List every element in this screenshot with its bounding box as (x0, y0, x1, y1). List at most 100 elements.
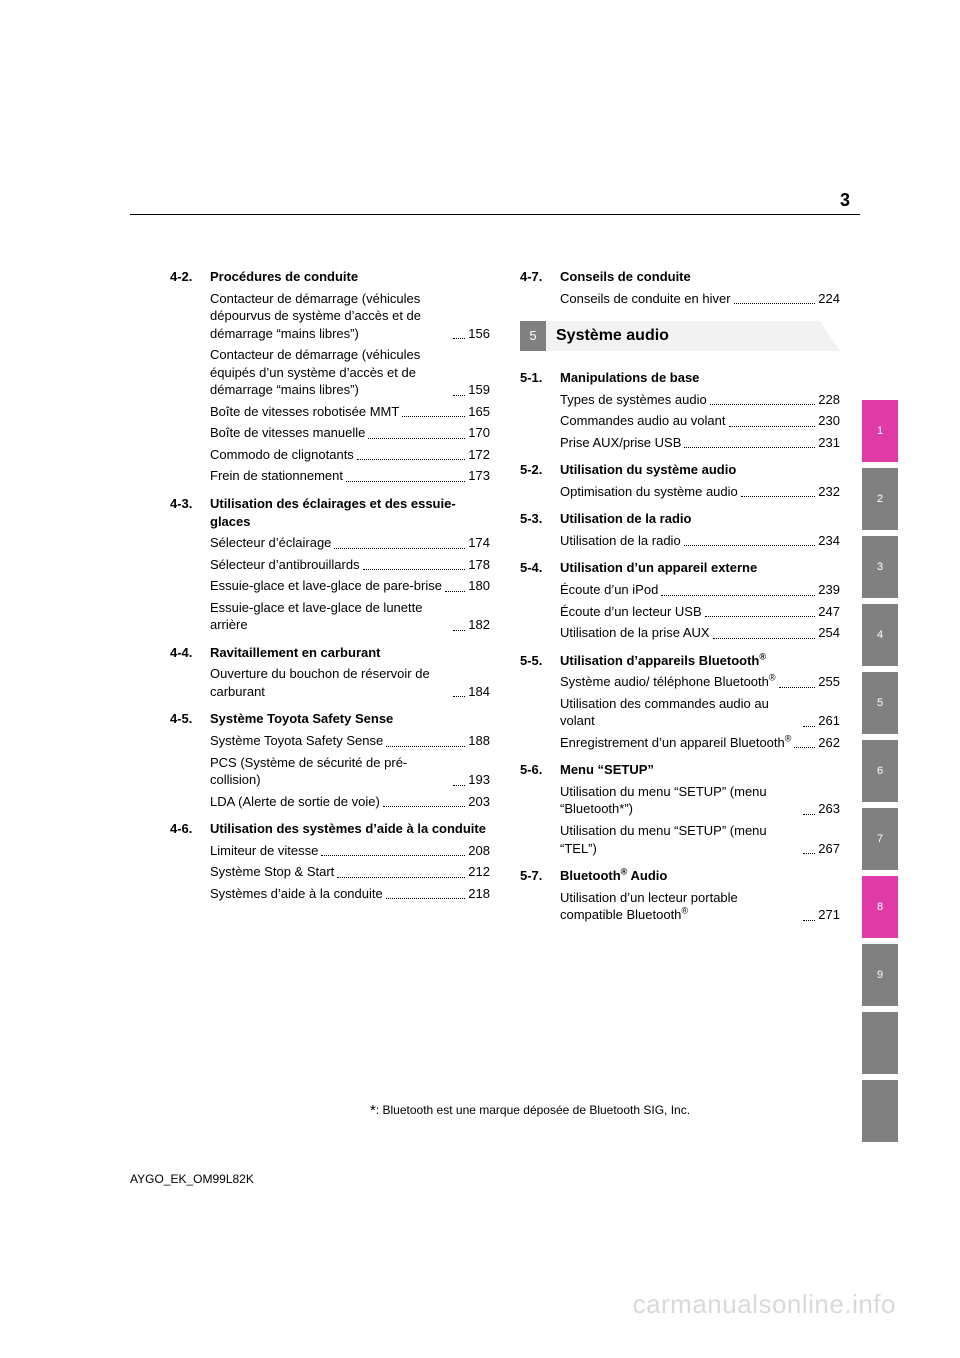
toc-leader-dots (357, 459, 465, 460)
toc-leader-dots (803, 853, 815, 854)
side-tab[interactable]: 7 (862, 808, 898, 870)
toc-entry-page: 184 (468, 683, 490, 701)
toc-entry-label: Conseils de conduite en hiver (560, 290, 731, 308)
toc-section-number: 4-6. (170, 820, 210, 838)
toc-leader-dots (386, 898, 466, 899)
toc-entry-page: 228 (818, 391, 840, 409)
toc-entry-label: Contacteur de démarrage (véhicules équip… (210, 346, 450, 399)
toc-section-number: 4-7. (520, 268, 560, 286)
toc-entry-page: 239 (818, 581, 840, 599)
toc-section-heading: 5-4.Utilisation d’un appareil externe (520, 559, 840, 577)
toc-entry-page: 224 (818, 290, 840, 308)
toc-leader-dots (453, 338, 465, 339)
toc-entry-label: Écoute d’un iPod (560, 581, 658, 599)
toc-section-title: Menu “SETUP” (560, 761, 840, 779)
side-tab[interactable]: 8 (862, 876, 898, 938)
side-tab[interactable]: 4 (862, 604, 898, 666)
toc-leader-dots (803, 920, 815, 921)
toc-entry-page: 182 (468, 616, 490, 634)
chapter-title: Système audio (556, 321, 669, 351)
toc-entry-label: Commodo de clignotants (210, 446, 354, 464)
toc-section-number: 4-3. (170, 495, 210, 513)
toc-entry-page: 180 (468, 577, 490, 595)
toc-entry-page: 208 (468, 842, 490, 860)
toc-entry: Système audio/ téléphone Bluetooth®255 (560, 673, 840, 691)
toc-section-number: 5-5. (520, 652, 560, 670)
toc-entry: Frein de stationnement173 (210, 467, 490, 485)
toc-section-title: Procédures de conduite (210, 268, 490, 286)
side-tab[interactable] (862, 1012, 898, 1074)
toc-entry-page: 178 (468, 556, 490, 574)
toc-section-title: Système Toyota Safety Sense (210, 710, 490, 728)
toc-entry-page: 234 (818, 532, 840, 550)
toc-section-title: Manipulations de base (560, 369, 840, 387)
toc-entry-label: PCS (Système de sécurité de pré-collisio… (210, 754, 450, 789)
toc-column-right: 4-7.Conseils de conduite Conseils de cond… (520, 258, 840, 928)
toc-entry-label: Frein de stationnement (210, 467, 343, 485)
toc-section-number: 5-4. (520, 559, 560, 577)
toc-section-title: Conseils de conduite (560, 268, 840, 286)
toc-entry-page: 231 (818, 434, 840, 452)
toc-entry: Sélecteur d’antibrouillards178 (210, 556, 490, 574)
toc-entry: Conseils de conduite en hiver 224 (560, 290, 840, 308)
toc-entry: Contacteur de démarrage (véhicules équip… (210, 346, 490, 399)
toc-entry-page: 263 (818, 800, 840, 818)
toc-entry-label: Système Stop & Start (210, 863, 334, 881)
toc-leader-dots (684, 545, 816, 546)
watermark: carmanualsonline.info (633, 1289, 896, 1320)
side-tab[interactable]: 2 (862, 468, 898, 530)
toc-entry-page: 262 (818, 734, 840, 752)
toc-entry: Contacteur de démarrage (véhicules dépou… (210, 290, 490, 343)
toc-entry-page: 261 (818, 712, 840, 730)
toc-entry-page: 172 (468, 446, 490, 464)
toc-leader-dots (729, 426, 816, 427)
side-tab[interactable]: 5 (862, 672, 898, 734)
toc-entry-label: Boîte de vitesses manuelle (210, 424, 365, 442)
toc-entry-page: 247 (818, 603, 840, 621)
side-tab[interactable]: 3 (862, 536, 898, 598)
toc-column-left: 4-2.Procédures de conduite Contacteur de … (170, 258, 490, 928)
toc-entry-page: 230 (818, 412, 840, 430)
side-tab[interactable]: 6 (862, 740, 898, 802)
toc-entry: Ouverture du bouchon de réservoir de car… (210, 665, 490, 700)
toc-entry-page: 255 (818, 673, 840, 691)
toc-entry: Utilisation du menu “SETUP” (menu “Bluet… (560, 783, 840, 818)
toc-entry-label: Utilisation de la radio (560, 532, 681, 550)
toc-entry: Écoute d’un lecteur USB247 (560, 603, 840, 621)
toc-leader-dots (453, 696, 465, 697)
toc-entry-label: Systèmes d’aide à la conduite (210, 885, 383, 903)
toc-entry-label: LDA (Alerte de sortie de voie) (210, 793, 380, 811)
toc-section-number: 4-5. (170, 710, 210, 728)
toc-entry-page: 267 (818, 840, 840, 858)
toc-entry-label: Commandes audio au volant (560, 412, 726, 430)
toc-entry-label: Utilisation d’un lecteur portable compat… (560, 889, 800, 924)
toc-leader-dots (346, 481, 465, 482)
toc-leader-dots (363, 569, 466, 570)
toc-entry: Utilisation d’un lecteur portable compat… (560, 889, 840, 924)
toc-entry-page: 254 (818, 624, 840, 642)
toc-leader-dots (368, 438, 465, 439)
toc-section-number: 5-7. (520, 867, 560, 885)
side-tab[interactable]: 9 (862, 944, 898, 1006)
toc-section-title: Utilisation des systèmes d’aide à la con… (210, 820, 490, 838)
toc-entry-page: 174 (468, 534, 490, 552)
manual-toc-page: 3 4-2.Procédures de conduite Contacteur d… (0, 0, 960, 1358)
footnote: *: Bluetooth est une marque déposée de B… (370, 1102, 690, 1119)
toc-entry-label: Système Toyota Safety Sense (210, 732, 383, 750)
toc-section-number: 5-1. (520, 369, 560, 387)
toc-entry: Utilisation du menu “SETUP” (menu “TEL”)… (560, 822, 840, 857)
toc-entry-label: Enregistrement d’un appareil Bluetooth® (560, 734, 791, 752)
toc-entry: Boîte de vitesses robotisée MMT165 (210, 403, 490, 421)
toc-section-number: 4-2. (170, 268, 210, 286)
toc-leader-dots (803, 814, 815, 815)
toc-entry-label: Prise AUX/prise USB (560, 434, 681, 452)
toc-entry-label: Essuie-glace et lave-glace de lunette ar… (210, 599, 450, 634)
side-tab[interactable]: 1 (862, 400, 898, 462)
toc-entry-page: 156 (468, 325, 490, 343)
toc-entry-page: 212 (468, 863, 490, 881)
toc-leader-dots (705, 616, 816, 617)
side-tab[interactable] (862, 1080, 898, 1142)
toc-leader-dots (453, 630, 465, 631)
toc-entry: Sélecteur d’éclairage174 (210, 534, 490, 552)
toc-leader-dots (710, 404, 816, 405)
